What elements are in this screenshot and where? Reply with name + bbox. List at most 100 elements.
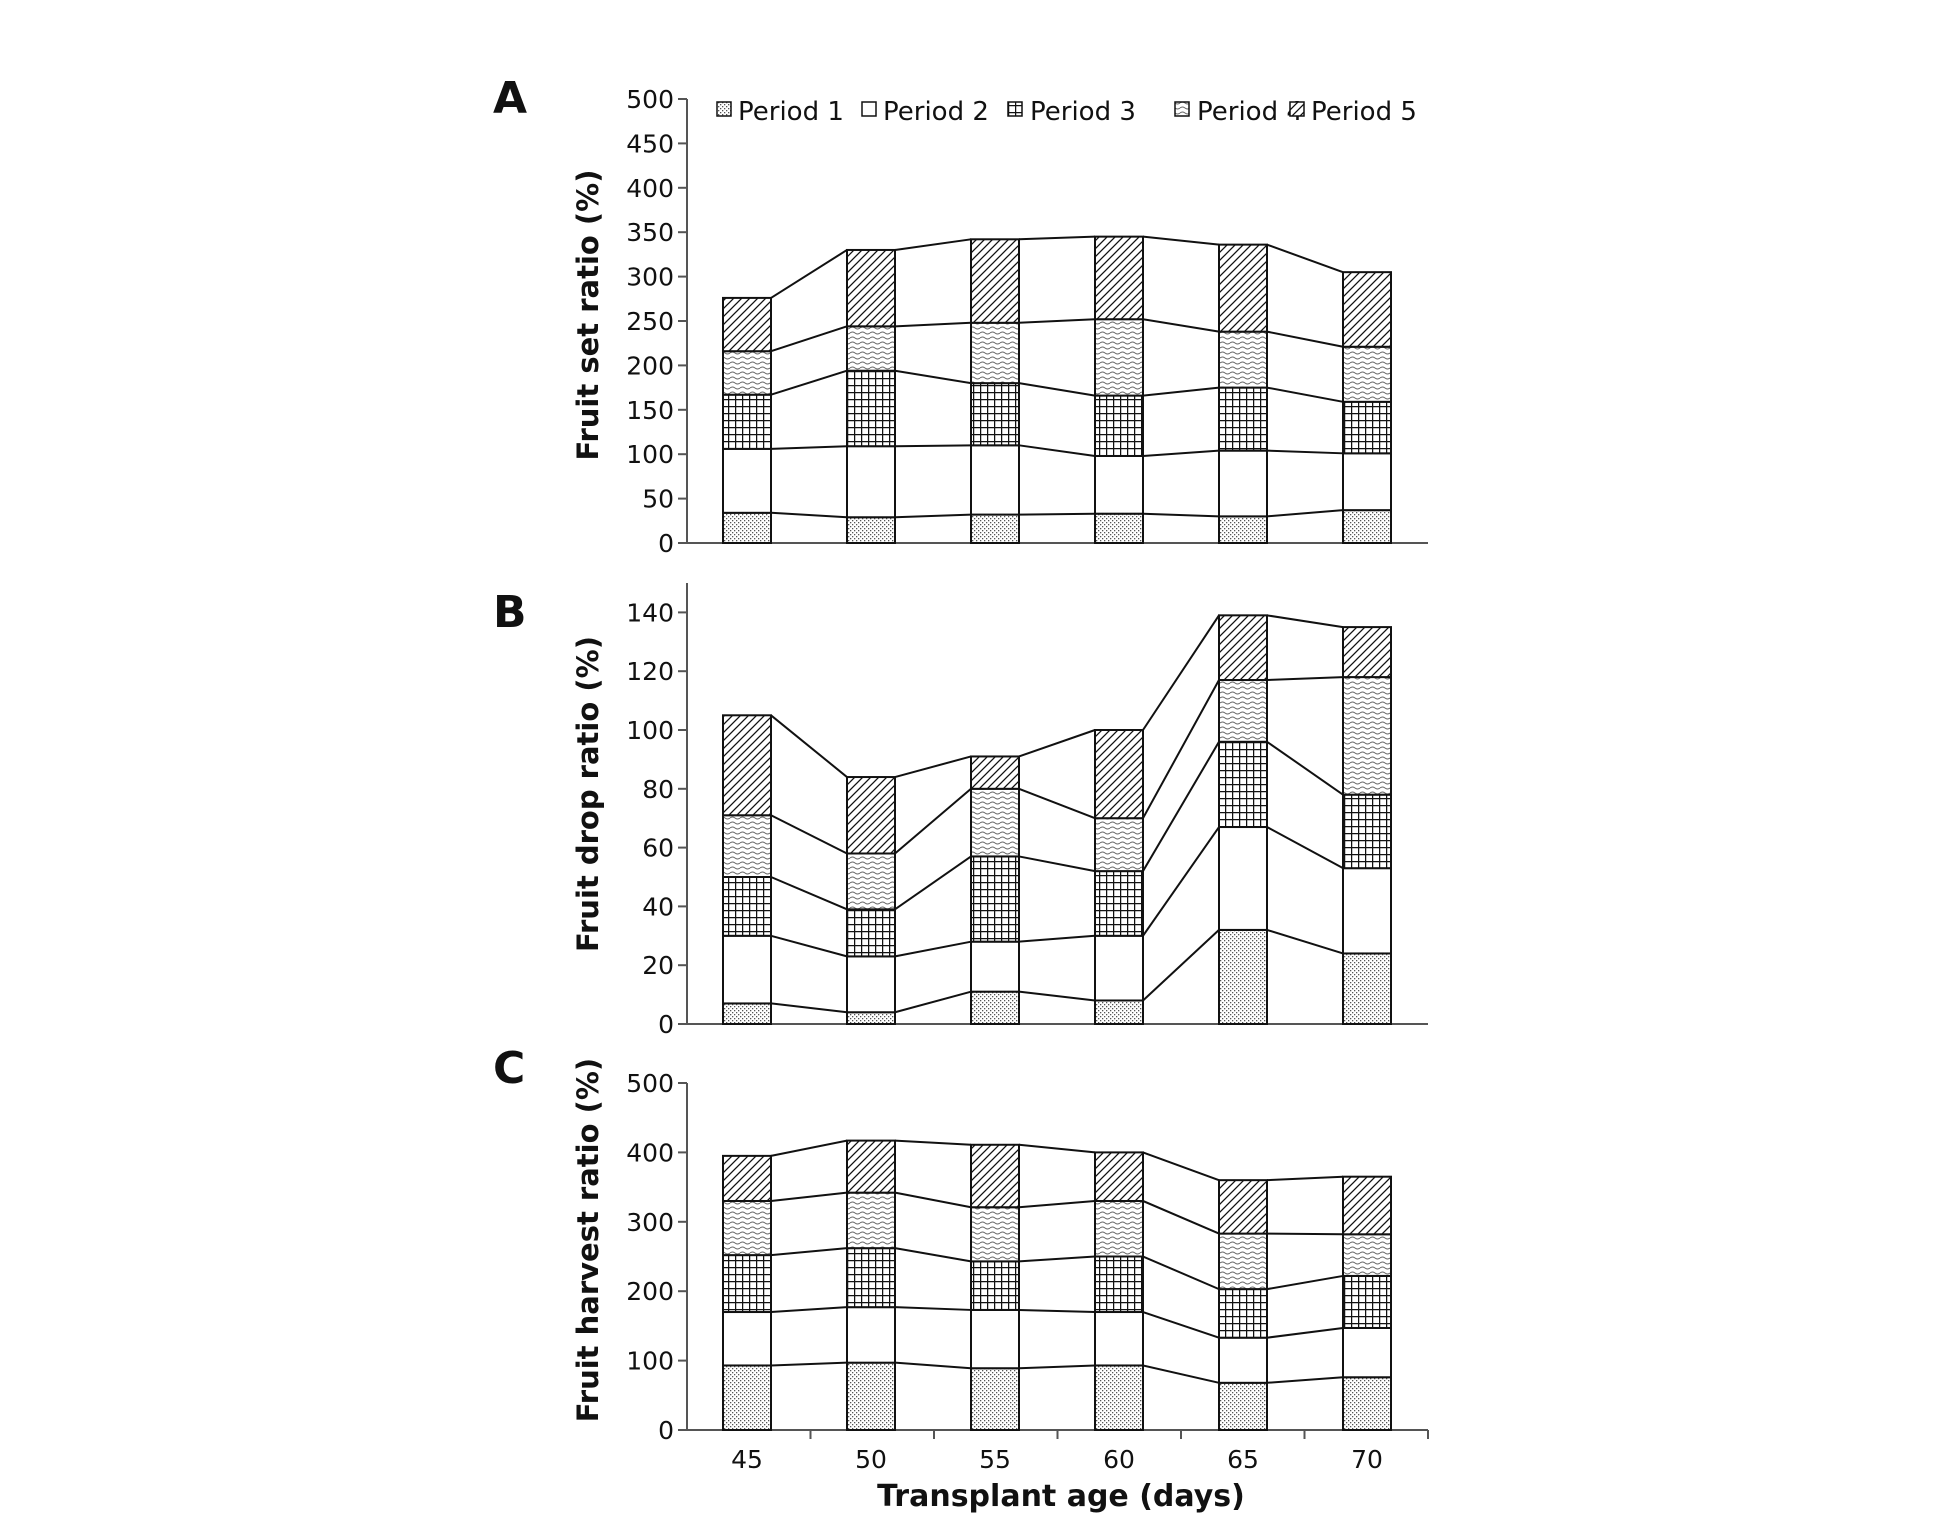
bar-segment-period-1 xyxy=(970,990,1020,1025)
y-tick-label: 140 xyxy=(626,598,674,627)
bar-segment-period-5 xyxy=(722,714,772,817)
x-tick-label: 60 xyxy=(1103,1445,1135,1474)
y-tick-label: 200 xyxy=(626,1277,674,1306)
legend-item-period-5: Period 5 xyxy=(1289,97,1417,127)
connector-line xyxy=(770,325,848,353)
bar-segment-period-4 xyxy=(970,787,1020,858)
connector-line xyxy=(1018,990,1096,1002)
bar-segment-period-3 xyxy=(1218,386,1268,452)
bar-segment-period-4 xyxy=(1218,1232,1268,1291)
x-axis-title: Transplant age (days) xyxy=(877,1479,1245,1514)
connector-line xyxy=(1266,1274,1344,1291)
connector-line xyxy=(894,369,972,385)
legend-label-period-3: Period 3 xyxy=(1030,97,1136,127)
bar-segment-period-1 xyxy=(1342,1376,1392,1431)
bar-segment-period-1 xyxy=(1094,512,1144,544)
bar-segment-period-5 xyxy=(970,755,1020,790)
connector-line xyxy=(1018,382,1096,397)
bar-segment-period-5 xyxy=(722,1154,772,1202)
legend-label-period-5: Period 5 xyxy=(1311,97,1417,127)
bar-segment-period-5 xyxy=(846,1139,896,1194)
bar-segment-period-4 xyxy=(970,321,1020,385)
bar-segment-period-3 xyxy=(846,908,896,958)
y-tick-label: 50 xyxy=(642,485,674,514)
bars-panel-a xyxy=(722,235,1392,545)
y-tick-label: 100 xyxy=(626,716,674,745)
panel-label-c: C xyxy=(493,1043,525,1094)
bar-segment-period-3 xyxy=(1218,740,1268,829)
y-tick-label: 200 xyxy=(626,351,674,380)
connector-line xyxy=(1266,740,1344,796)
bar-segment-period-2 xyxy=(1218,1336,1268,1384)
bar-segment-period-4 xyxy=(846,1191,896,1250)
bar-segment-period-5 xyxy=(1094,235,1144,321)
connector-line xyxy=(894,513,972,519)
connector-line xyxy=(894,1361,972,1370)
connector-line xyxy=(1018,855,1096,873)
bar-segment-period-3 xyxy=(846,369,896,448)
bar-segment-period-5 xyxy=(1218,243,1268,333)
connector-line xyxy=(1018,1199,1096,1209)
bar-segment-period-3 xyxy=(722,1254,772,1314)
y-tick-label: 100 xyxy=(626,1347,674,1376)
bar-segment-period-1 xyxy=(1094,999,1144,1025)
bar-segment-period-4 xyxy=(1094,1199,1144,1258)
connector-line xyxy=(1142,386,1220,397)
axes-panel-a: 0 50 100 150 200 250 300 350 400 450 500 xyxy=(626,85,1428,558)
bar-segment-period-3 xyxy=(970,1260,1020,1311)
bars-panel-b xyxy=(722,614,1392,1025)
connector-line xyxy=(1266,243,1344,274)
bar-segment-period-5 xyxy=(1342,626,1392,679)
connector-line xyxy=(770,369,848,396)
bar-segment-period-4 xyxy=(1342,676,1392,796)
bar-segment-period-5 xyxy=(1094,729,1144,820)
bar-segment-period-2 xyxy=(1342,1326,1392,1379)
connector-line xyxy=(1142,512,1220,518)
connector-line xyxy=(770,445,848,450)
bar-segment-period-3 xyxy=(846,1247,896,1309)
connector-line xyxy=(1266,676,1344,682)
bar-segment-period-4 xyxy=(1094,817,1144,873)
connector-line xyxy=(1018,512,1096,516)
connector-line xyxy=(1266,1175,1344,1182)
connector-line xyxy=(1018,787,1096,820)
bar-segment-period-2 xyxy=(970,1308,1020,1370)
connector-line xyxy=(770,934,848,958)
connector-line xyxy=(894,321,972,328)
bar-segment-period-4 xyxy=(722,814,772,879)
connector-line xyxy=(1142,1200,1220,1235)
connector-line xyxy=(770,1002,848,1014)
bar-segment-period-2 xyxy=(722,1311,772,1367)
connector-line xyxy=(1018,1364,1096,1370)
legend-swatch-period-2 xyxy=(861,101,877,117)
connector-line xyxy=(894,444,972,448)
bar-segment-period-3 xyxy=(970,855,1020,943)
bar-segment-period-1 xyxy=(1342,952,1392,1025)
bar-segment-period-2 xyxy=(970,940,1020,993)
bar-segment-period-1 xyxy=(1094,1364,1144,1432)
bar-segment-period-2 xyxy=(722,934,772,1005)
connector-line xyxy=(894,1191,972,1209)
bar-segment-period-4 xyxy=(1342,1233,1392,1277)
bar-segment-period-5 xyxy=(1342,1175,1392,1236)
y-tick-label: 60 xyxy=(642,834,674,863)
y-tick-label: 0 xyxy=(658,1416,674,1445)
connector-line xyxy=(1018,934,1096,943)
y-tick-label: 0 xyxy=(658,1010,674,1039)
legend-swatch-period-5 xyxy=(1289,101,1305,117)
bar-segment-period-3 xyxy=(1342,1274,1392,1329)
bar-segment-period-1 xyxy=(846,1361,896,1432)
connector-line xyxy=(1142,679,1220,819)
connector-line xyxy=(894,788,972,855)
connector-line xyxy=(770,1191,848,1202)
connector-line xyxy=(770,1139,848,1157)
connector-line xyxy=(770,511,848,519)
connector-line xyxy=(1266,386,1344,403)
bar-segment-period-1 xyxy=(1218,515,1268,544)
legend-swatch-period-3 xyxy=(1007,101,1023,117)
connector-line xyxy=(1142,1364,1220,1384)
legend-item-period-4: Period 4 xyxy=(1174,97,1303,127)
y-tick-label: 400 xyxy=(626,174,674,203)
bar-segment-period-1 xyxy=(846,1011,896,1025)
bar-segment-period-2 xyxy=(846,955,896,1014)
